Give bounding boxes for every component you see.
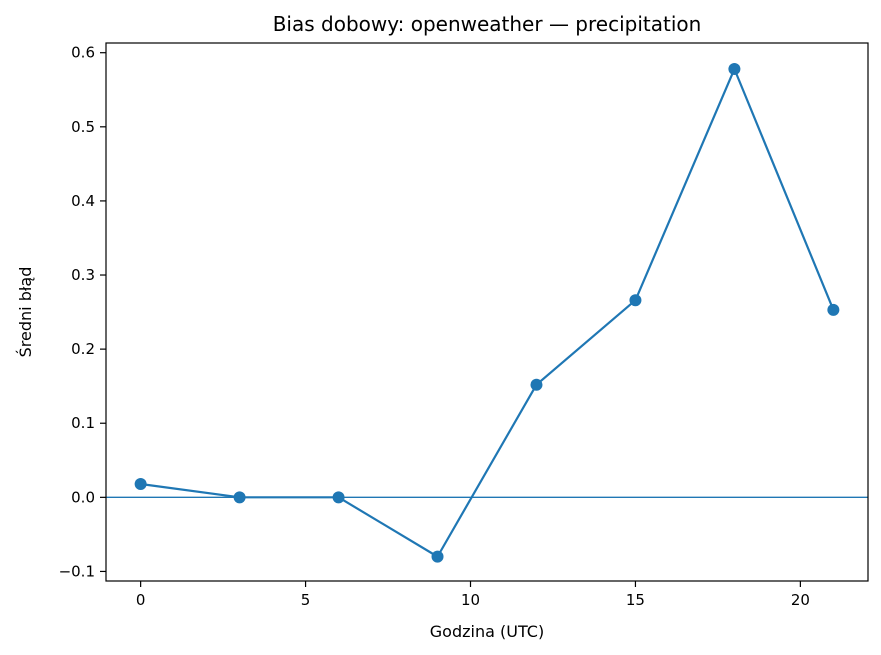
plot-series (134, 63, 840, 563)
data-point (530, 378, 543, 391)
plot-frame (105, 42, 869, 582)
y-tick-label: 0.1 (71, 414, 95, 432)
data-point (827, 303, 840, 316)
y-axis-label: Średni błąd (16, 267, 35, 358)
data-point (629, 294, 642, 307)
x-axis-label: Godzina (UTC) (430, 622, 544, 641)
y-tick-label: 0.5 (71, 118, 95, 136)
y-axis: −0.1 0.0 0.1 0.2 0.3 0.4 0.5 0.6 (59, 44, 106, 580)
chart-title: Bias dobowy: openweather — precipitation (273, 12, 702, 36)
x-tick-label: 10 (461, 591, 480, 609)
data-point (233, 491, 246, 504)
x-tick-label: 15 (626, 591, 645, 609)
x-tick-label: 0 (136, 591, 146, 609)
y-tick-label: 0.3 (71, 266, 95, 284)
x-tick-label: 20 (791, 591, 810, 609)
x-tick-label: 5 (301, 591, 311, 609)
data-point (728, 63, 741, 76)
y-tick-label: 0.6 (71, 44, 95, 62)
y-tick-label: −0.1 (59, 562, 95, 580)
data-point (332, 491, 345, 504)
data-point (134, 477, 147, 490)
series-line (140, 67, 835, 558)
y-tick-label: 0.4 (71, 192, 95, 210)
y-tick-label: 0.0 (71, 488, 95, 506)
y-tick-label: 0.2 (71, 340, 95, 358)
data-point (431, 550, 444, 563)
x-axis: 0 5 10 15 20 (136, 581, 810, 609)
